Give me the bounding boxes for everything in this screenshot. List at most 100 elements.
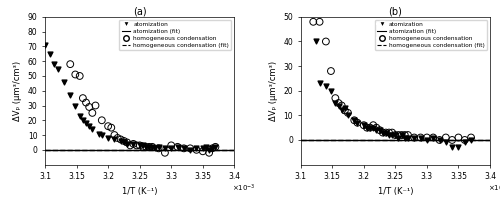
atomization: [442, 141, 450, 144]
atomization: [341, 106, 349, 110]
homogeneous condensation: [423, 136, 431, 139]
atomization: [350, 119, 358, 122]
atomization: [378, 131, 386, 134]
homogeneous condensation: [372, 126, 380, 129]
Legend: atomization, atomization (fit), homogeneous condensation, homogeneous condensati: atomization, atomization (fit), homogene…: [119, 20, 232, 50]
homogeneous condensation (fit): [202, 149, 207, 151]
homogeneous condensation: [130, 142, 138, 146]
homogeneous condensation: [366, 126, 374, 129]
atomization: [376, 128, 384, 132]
homogeneous condensation: [148, 145, 156, 149]
atomization: [363, 126, 371, 129]
atomization: [212, 145, 220, 149]
X-axis label: 1/T (K⁻¹): 1/T (K⁻¹): [122, 187, 158, 196]
atomization (fit): [487, 139, 493, 141]
atomization: [79, 119, 87, 122]
atomization: [369, 126, 377, 129]
homogeneous condensation: [369, 123, 377, 127]
homogeneous condensation: [85, 105, 93, 109]
atomization (fit): [414, 139, 420, 141]
homogeneous condensation: [174, 145, 182, 149]
atomization: [145, 145, 153, 149]
atomization: [360, 123, 368, 127]
X-axis label: 1/T (K⁻¹): 1/T (K⁻¹): [378, 187, 413, 196]
atomization: [142, 145, 150, 149]
homogeneous condensation: [205, 151, 213, 154]
Y-axis label: ΔVₚ (μm³/cm³): ΔVₚ (μm³/cm³): [13, 61, 22, 121]
homogeneous condensation (fit): [414, 139, 420, 141]
homogeneous condensation: [350, 119, 358, 122]
atomization: [186, 148, 194, 151]
atomization: [50, 62, 58, 66]
homogeneous condensation: [98, 119, 106, 122]
atomization (fit): [410, 139, 416, 141]
atomization: [338, 109, 345, 112]
homogeneous condensation (fit): [410, 139, 416, 141]
atomization: [398, 133, 406, 137]
homogeneous condensation: [394, 133, 402, 137]
homogeneous condensation: [322, 40, 330, 43]
atomization: [88, 127, 96, 131]
homogeneous condensation (fit): [214, 149, 220, 151]
atomization: [161, 147, 169, 150]
homogeneous condensation: [378, 131, 386, 134]
homogeneous condensation: [382, 131, 390, 134]
atomization: [202, 145, 210, 149]
atomization (fit): [158, 149, 164, 151]
homogeneous condensation: [212, 145, 220, 149]
atomization: [382, 131, 390, 134]
homogeneous condensation: [110, 133, 118, 137]
homogeneous condensation: [388, 131, 396, 134]
homogeneous condensation: [385, 131, 393, 134]
homogeneous condensation: [354, 121, 362, 124]
Title: (a): (a): [133, 6, 146, 16]
homogeneous condensation: [410, 136, 418, 139]
homogeneous condensation (fit): [42, 149, 48, 151]
homogeneous condensation: [467, 136, 475, 139]
atomization: [392, 133, 400, 137]
homogeneous condensation: [79, 96, 87, 100]
homogeneous condensation: [88, 111, 96, 115]
homogeneous condensation: [392, 133, 400, 137]
homogeneous condensation: [139, 145, 147, 149]
atomization: [136, 144, 143, 147]
atomization (fit): [298, 139, 304, 141]
atomization (fit): [410, 139, 416, 141]
homogeneous condensation: [120, 139, 128, 143]
atomization: [327, 89, 335, 92]
atomization (fit): [232, 149, 237, 151]
homogeneous condensation: [442, 136, 450, 139]
homogeneous condensation (fit): [154, 149, 160, 151]
Title: (b): (b): [388, 6, 402, 16]
homogeneous condensation: [404, 133, 412, 137]
homogeneous condensation: [82, 101, 90, 104]
atomization (fit): [42, 149, 48, 151]
atomization: [72, 104, 80, 107]
homogeneous condensation: [192, 148, 200, 151]
homogeneous condensation: [436, 138, 444, 142]
homogeneous condensation: [180, 147, 188, 150]
homogeneous condensation: [332, 96, 340, 100]
homogeneous condensation: [92, 104, 100, 107]
homogeneous condensation: [363, 126, 371, 129]
atomization: [423, 138, 431, 142]
homogeneous condensation: [186, 147, 194, 150]
atomization: [76, 114, 84, 118]
atomization: [404, 136, 412, 139]
homogeneous condensation: [114, 136, 122, 140]
atomization: [334, 104, 342, 107]
homogeneous condensation: [142, 145, 150, 149]
atomization: [372, 128, 380, 132]
atomization: [116, 139, 124, 143]
homogeneous condensation (fit): [232, 149, 237, 151]
homogeneous condensation (fit): [457, 139, 463, 141]
homogeneous condensation: [461, 138, 469, 142]
atomization: [46, 52, 54, 55]
atomization (fit): [214, 149, 220, 151]
atomization: [85, 124, 93, 128]
Text: $\times10^{-3}$: $\times10^{-3}$: [488, 182, 500, 194]
atomization: [94, 132, 102, 135]
homogeneous condensation: [116, 138, 124, 141]
homogeneous condensation: [145, 145, 153, 149]
atomization: [467, 138, 475, 142]
